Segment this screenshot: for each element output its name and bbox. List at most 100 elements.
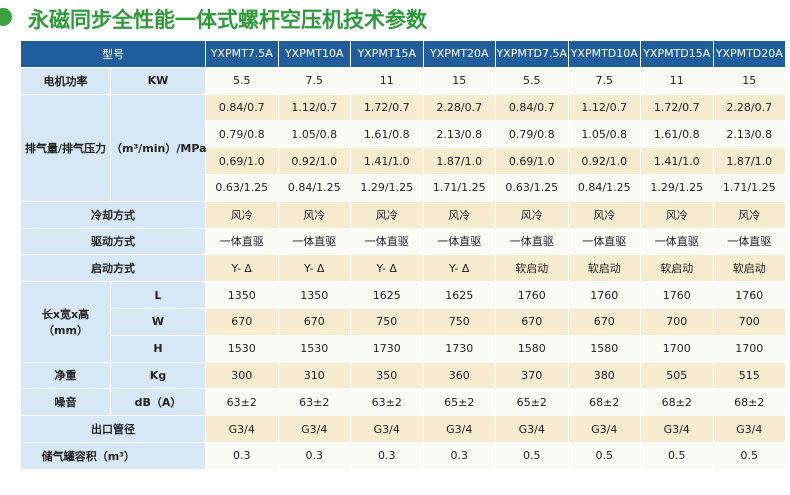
value-cell: 一体直驱 xyxy=(350,227,424,256)
row-label-text: 噪音 xyxy=(54,396,77,410)
value-cell: 风冷 xyxy=(640,200,714,229)
value-cell: 1.41/1.0 xyxy=(350,147,424,175)
value-cell: 1.29/1.25 xyxy=(350,173,424,202)
value-cell: 风冷 xyxy=(712,200,786,229)
value-cell: Y- Δ xyxy=(350,254,424,283)
value-cell: 1530 xyxy=(277,334,351,363)
spec-row: 储气罐容积（m³） 0.3 0.3 0.3 0.3 0.5 0.5 0.5 0.5 xyxy=(20,441,786,470)
value-cell: 68±2 xyxy=(567,388,641,417)
value-cell: 1700 xyxy=(712,334,786,363)
value-cell: 风冷 xyxy=(422,200,496,229)
spec-row: 0.69/1.0 0.92/1.0 1.41/1.0 1.87/1.0 0.69/1.0… xyxy=(21,147,786,175)
value-cell: 505 xyxy=(640,361,714,390)
value-cell: 1.87/1.0 xyxy=(422,147,496,175)
header-row: 型号 YXPMT7.5A YXPMT10A YXPMT15A YXPMT20A YXPMT… xyxy=(20,40,786,68)
value-cell: 63±2 xyxy=(277,388,351,417)
row-unit: （m³/min）/MPa xyxy=(110,93,207,202)
row-label-text: 驱动方式 xyxy=(91,235,135,249)
row-label-sub: （mm） xyxy=(43,323,88,337)
value-cell: 1.87/1.0 xyxy=(712,147,786,175)
value-cell: 软启动 xyxy=(495,254,569,283)
value-cell: 300 xyxy=(205,361,279,390)
spec-row: H 1530 1530 1730 1730 1580 1580 1700 1700 xyxy=(21,334,786,363)
row-label: 长x宽x高 （mm） xyxy=(20,281,111,363)
spec-table: 型号 YXPMT7.5A YXPMT10A YXPMT15A YXPMT20A YXPMT… xyxy=(20,40,786,470)
spec-row: 噪音 dB（A） 63±2 63±2 63±2 65±2 65±2 68±2 68±2 68±2 xyxy=(20,388,786,417)
spec-row: 电机功率 KW 5.5 7.5 11 15 5.5 7.5 11 15 xyxy=(20,66,786,95)
value-cell: 2.13/0.8 xyxy=(712,120,786,149)
value-cell: 1730 xyxy=(350,334,424,363)
model-name: YXPMTD15A xyxy=(640,40,714,68)
model-name: YXPMT7.5A xyxy=(205,40,279,68)
spec-row: W 670 670 750 750 670 670 700 700 xyxy=(21,307,786,336)
value-cell: 1.61/0.8 xyxy=(350,120,424,149)
value-cell: G3/4 xyxy=(567,415,641,443)
value-cell: 一体直驱 xyxy=(277,227,351,256)
value-cell: 700 xyxy=(712,307,786,336)
spec-row: 0.63/1.25 0.84/1.25 1.29/1.25 1.71/1.25 0.63… xyxy=(21,173,786,202)
value-cell: 0.84/0.7 xyxy=(205,93,279,122)
value-cell: G3/4 xyxy=(205,415,279,443)
spec-row: 排气量/排气压力 （m³/min）/MPa 0.84/0.7 1.12/0.7 1.72… xyxy=(20,93,786,202)
row-label-text: 电机功率 xyxy=(43,74,88,88)
value-cell: 0.69/1.0 xyxy=(205,147,279,175)
value-cell: 750 xyxy=(422,307,496,336)
title-bullet xyxy=(0,8,12,26)
value-cell: 0.5 xyxy=(567,441,641,470)
value-cell: 1760 xyxy=(495,281,569,309)
value-cell: 软启动 xyxy=(712,254,786,283)
value-cell: 0.3 xyxy=(205,441,279,470)
value-cell: 风冷 xyxy=(350,200,424,229)
value-cell: 0.5 xyxy=(712,441,786,470)
value-cell: 一体直驱 xyxy=(205,227,279,256)
value-cell: 1530 xyxy=(205,334,279,363)
model-name: YXPMTD7.5A xyxy=(495,40,569,68)
value-cell: 软启动 xyxy=(567,254,641,283)
value-cell: 1730 xyxy=(422,334,496,363)
value-cell: 1.71/1.25 xyxy=(712,173,786,202)
value-cell: 0.69/1.0 xyxy=(495,147,569,175)
model-name: YXPMT20A xyxy=(422,40,496,68)
value-cell: 0.92/1.0 xyxy=(567,147,641,175)
value-cell: 670 xyxy=(495,307,569,336)
value-cell: 0.63/1.25 xyxy=(495,173,569,202)
row-label: 冷却方式 xyxy=(20,200,206,229)
value-cell: 515 xyxy=(712,361,786,390)
value-cell: 0.79/0.8 xyxy=(495,120,569,149)
value-cell: 2.13/0.8 xyxy=(422,120,496,149)
value-cell: 1.72/0.7 xyxy=(640,93,714,122)
value-cell: 670 xyxy=(567,307,641,336)
value-cell: 68±2 xyxy=(712,388,786,417)
row-label-text: 净重 xyxy=(54,369,77,383)
row-unit: H xyxy=(110,334,206,363)
value-cell: 15 xyxy=(422,66,496,95)
spec-row: 净重 Kg 300 310 350 360 370 380 505 515 xyxy=(20,361,786,390)
row-label-text: 排气量/排气压力 xyxy=(24,141,107,155)
value-cell: 0.3 xyxy=(277,441,351,470)
value-cell: 7.5 xyxy=(277,66,351,95)
value-cell: G3/4 xyxy=(277,415,351,443)
value-cell: 750 xyxy=(350,307,424,336)
row-unit: W xyxy=(110,307,206,336)
value-cell: 670 xyxy=(205,307,279,336)
value-cell: 0.5 xyxy=(495,441,569,470)
value-cell: 风冷 xyxy=(205,200,279,229)
value-cell: 风冷 xyxy=(495,200,569,229)
value-cell: 360 xyxy=(422,361,496,390)
value-cell: 1350 xyxy=(277,281,351,309)
row-label-text: 储气罐容积（m³） xyxy=(41,449,135,463)
spec-row: 冷却方式 风冷 风冷 风冷 风冷 风冷 风冷 风冷 风冷 xyxy=(20,200,786,229)
row-label-text: 启动方式 xyxy=(91,262,135,276)
value-cell: 11 xyxy=(350,66,424,95)
value-cell: 350 xyxy=(350,361,424,390)
value-cell: 软启动 xyxy=(640,254,714,283)
model-name: YXPMTD20A xyxy=(712,40,786,68)
value-cell: 5.5 xyxy=(205,66,279,95)
value-cell: 一体直驱 xyxy=(640,227,714,256)
value-cell: 0.3 xyxy=(350,441,424,470)
value-cell: G3/4 xyxy=(422,415,496,443)
row-label: 储气罐容积（m³） xyxy=(20,441,206,470)
spec-row: 0.79/0.8 1.05/0.8 1.61/0.8 2.13/0.8 0.79/0.8… xyxy=(21,120,786,149)
value-cell: 15 xyxy=(712,66,786,95)
value-cell: 1350 xyxy=(205,281,279,309)
